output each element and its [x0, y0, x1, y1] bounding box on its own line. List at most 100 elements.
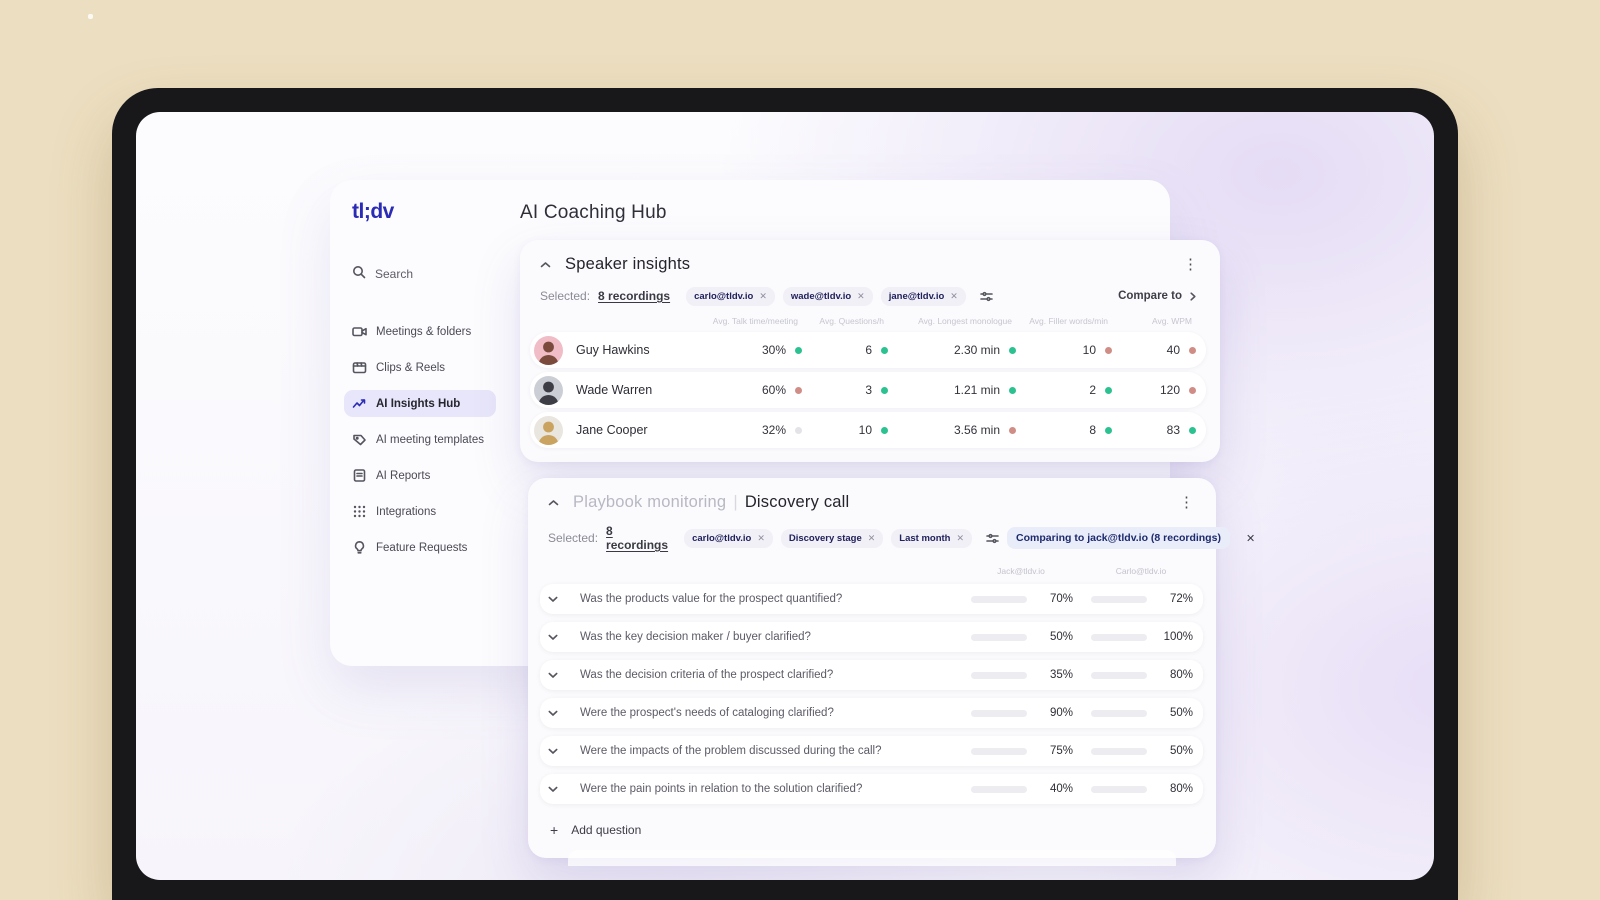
sidebar-item-label: Meetings & folders	[376, 325, 472, 338]
metric-value: 8	[1089, 423, 1096, 437]
status-dot	[795, 346, 802, 354]
chevron-down-icon[interactable]	[548, 634, 574, 641]
add-question-button[interactable]: + Add question	[540, 816, 1203, 844]
table-row[interactable]: Jane Cooper 32% 10 3.56 min 8 83	[530, 412, 1206, 448]
selected-recordings-link[interactable]: 8 recordings	[606, 524, 669, 552]
status-dot	[881, 346, 888, 354]
close-icon[interactable]: ✕	[867, 532, 876, 543]
video-camera-icon	[352, 324, 367, 339]
collapse-chevron-up-icon[interactable]	[540, 261, 551, 269]
metric-value: 60%	[761, 383, 786, 397]
speaker-table: Guy Hawkins 30% 6 2.30 min 10 40 Wade Wa…	[530, 332, 1206, 448]
chevron-down-icon[interactable]	[548, 672, 574, 679]
column-header: Avg. Filler words/min	[1029, 316, 1108, 326]
search-icon	[352, 265, 366, 282]
speaker-name: Jane Cooper	[576, 423, 648, 437]
close-icon[interactable]: ✕	[759, 290, 767, 301]
comparison-column-labels: Jack@tldv.io Carlo@tldv.io	[540, 566, 1203, 576]
chevron-down-icon[interactable]	[548, 748, 574, 755]
percent-right: 50%	[1169, 707, 1193, 719]
filter-icon[interactable]	[986, 533, 999, 544]
question-text: Were the pain points in relation to the …	[580, 783, 863, 795]
sidebar-item-label: AI Insights Hub	[376, 397, 461, 410]
sidebar-item-clips-reels[interactable]: Clips & Reels	[344, 354, 496, 381]
percent-right: 80%	[1169, 669, 1193, 681]
sidebar-item-label: AI meeting templates	[376, 433, 485, 446]
speaker-name: Guy Hawkins	[576, 343, 650, 357]
sidebar-item-meetings-folders[interactable]: Meetings & folders	[344, 318, 496, 345]
question-row[interactable]: Were the pain points in relation to the …	[540, 774, 1203, 804]
table-row[interactable]: Wade Warren 60% 3 1.21 min 2 120	[530, 372, 1206, 408]
metric-value: 10	[1082, 343, 1096, 357]
percent-right: 80%	[1169, 783, 1193, 795]
comparing-chip[interactable]: Comparing to jack@tldv.io (8 recordings)	[1007, 527, 1230, 549]
metric-value: 120	[1159, 383, 1180, 397]
kebab-menu-icon[interactable]: ⋮	[1183, 256, 1198, 273]
progress-bar-left	[971, 595, 1027, 603]
sidebar-item-label: Feature Requests	[376, 541, 468, 554]
collapse-chevron-up-icon[interactable]	[548, 499, 559, 507]
question-row[interactable]: Were the prospect's needs of cataloging …	[540, 698, 1203, 728]
compare-to-button[interactable]: Compare to	[1112, 286, 1202, 306]
avatar	[534, 415, 563, 445]
search-button[interactable]: Search	[352, 265, 490, 282]
report-doc-icon	[352, 468, 367, 483]
close-icon[interactable]: ✕	[1245, 532, 1256, 545]
status-dot	[1105, 386, 1112, 394]
chip-label: jane@tldv.io	[888, 290, 945, 302]
speaker-table-headers: Avg. Talk time/meeting Avg. Questions/h …	[530, 316, 1206, 326]
filter-chip-wade[interactable]: wade@tldv.io ✕	[782, 286, 873, 306]
trending-chart-icon	[352, 396, 367, 411]
kebab-menu-icon[interactable]: ⋮	[1179, 494, 1194, 511]
plus-icon: +	[550, 822, 559, 838]
speaker-name: Wade Warren	[576, 383, 653, 397]
filter-chip-carlo[interactable]: carlo@tldv.io ✕	[686, 286, 775, 306]
chip-label: carlo@tldv.io	[694, 290, 754, 302]
filter-chip-discovery-stage[interactable]: Discovery stage ✕	[780, 528, 884, 548]
speaker-insights-header: Speaker insights ⋮	[520, 240, 1220, 274]
sidebar-item-ai-meeting-templates[interactable]: AI meeting templates	[344, 426, 496, 453]
question-row[interactable]: Was the key decision maker / buyer clari…	[540, 622, 1203, 652]
percent-left: 50%	[1049, 631, 1073, 643]
question-text: Were the impacts of the problem discusse…	[580, 745, 882, 757]
question-row[interactable]: Was the products value for the prospect …	[540, 584, 1203, 614]
chip-label: carlo@tldv.io	[692, 532, 752, 544]
speaker-filter-row: Selected: 8 recordings carlo@tldv.io ✕ w…	[520, 274, 1220, 306]
sidebar-item-ai-insights-hub[interactable]: AI Insights Hub	[344, 390, 496, 417]
question-row[interactable]: Was the decision criteria of the prospec…	[540, 660, 1203, 690]
sidebar-item-ai-reports[interactable]: AI Reports	[344, 462, 496, 489]
column-header-left: Jack@tldv.io	[997, 566, 1045, 576]
title-divider: |	[733, 493, 738, 511]
sidebar-item-feature-requests[interactable]: Feature Requests	[344, 534, 496, 561]
decorative-sparkle	[88, 14, 93, 19]
chevron-right-icon	[1190, 291, 1196, 301]
table-row[interactable]: Guy Hawkins 30% 6 2.30 min 10 40	[530, 332, 1206, 368]
selected-recordings-link[interactable]: 8 recordings	[598, 289, 671, 303]
chevron-down-icon[interactable]	[548, 596, 574, 603]
close-icon[interactable]: ✕	[757, 532, 765, 543]
status-dot	[795, 386, 802, 394]
filter-chip-carlo[interactable]: carlo@tldv.io ✕	[684, 528, 773, 548]
filter-chip-jane[interactable]: jane@tldv.io ✕	[880, 286, 966, 306]
progress-bar-left	[971, 785, 1027, 793]
metric-value: 1.21 min	[953, 383, 1000, 397]
status-dot	[1189, 346, 1196, 354]
filter-chip-last-month[interactable]: Last month ✕	[891, 528, 973, 548]
chip-label: wade@tldv.io	[790, 290, 852, 302]
percent-left: 70%	[1049, 593, 1073, 605]
column-header: Avg. WPM	[1152, 316, 1192, 326]
metric-value: 2	[1089, 383, 1096, 397]
search-label: Search	[375, 266, 414, 281]
status-dot	[881, 386, 888, 394]
chevron-down-icon[interactable]	[548, 710, 574, 717]
close-icon[interactable]: ✕	[956, 532, 965, 543]
status-dot	[795, 426, 802, 434]
question-row[interactable]: Were the impacts of the problem discusse…	[540, 736, 1203, 766]
app-logo: tl;dv	[352, 200, 394, 223]
close-icon[interactable]: ✕	[950, 290, 958, 301]
sidebar-item-integrations[interactable]: Integrations	[344, 498, 496, 525]
close-icon[interactable]: ✕	[857, 290, 865, 301]
progress-bar-left	[971, 633, 1027, 641]
chevron-down-icon[interactable]	[548, 786, 574, 793]
filter-icon[interactable]	[980, 291, 993, 302]
